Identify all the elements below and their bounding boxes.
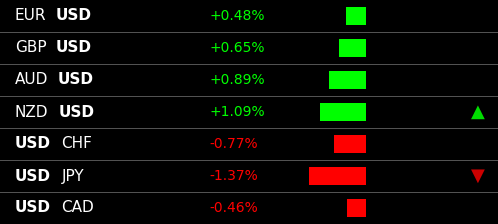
Text: AUD: AUD [15,73,48,88]
Text: -0.46%: -0.46% [209,201,258,215]
Text: ▲: ▲ [471,103,485,121]
Text: -0.77%: -0.77% [209,137,258,151]
Text: CAD: CAD [61,200,94,215]
Text: +1.09%: +1.09% [209,105,265,119]
Text: ▼: ▼ [471,167,485,185]
Text: USD: USD [15,200,51,215]
Text: +0.48%: +0.48% [209,9,264,23]
Text: CHF: CHF [61,136,92,151]
Bar [347,199,366,217]
Text: USD: USD [56,41,92,56]
Bar [329,71,366,89]
Text: USD: USD [56,9,92,24]
Text: USD: USD [58,105,94,119]
Text: +0.65%: +0.65% [209,41,264,55]
Text: USD: USD [15,136,51,151]
Text: EUR: EUR [15,9,46,24]
Text: +0.89%: +0.89% [209,73,265,87]
Text: GBP: GBP [15,41,47,56]
Text: USD: USD [15,168,51,183]
Bar [334,135,366,153]
Bar [346,7,366,25]
Text: JPY: JPY [61,168,84,183]
Bar [309,167,366,185]
Bar [339,39,366,57]
Text: NZD: NZD [15,105,48,119]
Bar [321,103,366,121]
Text: -1.37%: -1.37% [209,169,258,183]
Text: USD: USD [58,73,94,88]
